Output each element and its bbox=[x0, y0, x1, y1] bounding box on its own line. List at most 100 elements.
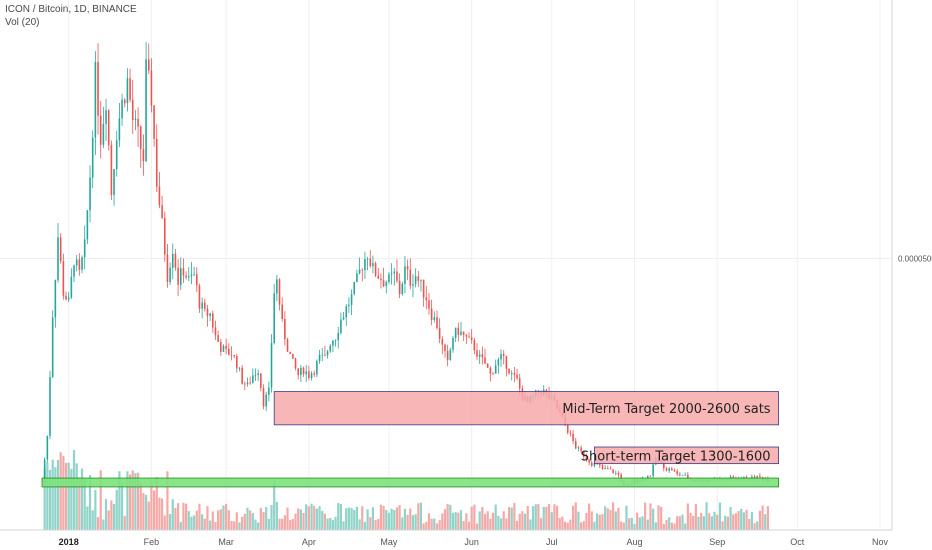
volume-bar bbox=[270, 504, 273, 530]
volume-bar bbox=[241, 516, 244, 530]
candle-body bbox=[297, 368, 300, 375]
candle-body bbox=[89, 177, 91, 211]
volume-bar bbox=[385, 509, 388, 530]
target-zones[interactable]: Mid-Term Target 2000-2600 sats Short-term… bbox=[41, 391, 779, 488]
volume-bar bbox=[209, 520, 212, 530]
x-tick-label: Sep bbox=[709, 537, 725, 547]
candle-body bbox=[169, 267, 171, 283]
volume-bar bbox=[499, 518, 503, 530]
volume-bar bbox=[630, 517, 633, 530]
volume-bar bbox=[510, 507, 513, 530]
volume-bar bbox=[334, 516, 337, 530]
candle-body bbox=[420, 279, 422, 281]
volume-bar bbox=[539, 518, 543, 530]
volume-bar bbox=[406, 514, 409, 530]
candle-body bbox=[187, 276, 190, 278]
volume-bar bbox=[748, 518, 751, 530]
candle-body bbox=[129, 78, 131, 100]
candle-body bbox=[508, 368, 510, 374]
x-tick-label: Apr bbox=[302, 537, 316, 547]
volume-bar bbox=[150, 480, 153, 530]
target-zone-box[interactable] bbox=[594, 446, 779, 465]
candle-body bbox=[326, 351, 329, 356]
volume-bar bbox=[419, 502, 423, 530]
volume-bar bbox=[622, 522, 625, 530]
volume-bar bbox=[198, 503, 201, 530]
volume-bar bbox=[657, 505, 660, 530]
candle-body bbox=[190, 274, 193, 277]
volume-bar bbox=[144, 494, 148, 530]
candle-body bbox=[510, 373, 513, 374]
volume-bar bbox=[86, 506, 89, 530]
candle-body bbox=[121, 99, 123, 119]
candle-body bbox=[102, 123, 105, 145]
candle-body bbox=[444, 344, 446, 352]
x-tick-label: May bbox=[380, 537, 398, 547]
candle-body bbox=[113, 169, 115, 195]
x-tick-label: Nov bbox=[872, 537, 889, 547]
candle-body bbox=[179, 268, 182, 285]
volume-bar bbox=[158, 497, 161, 530]
volume-bar bbox=[120, 482, 124, 530]
candle-body bbox=[364, 258, 366, 271]
support-zone-box[interactable] bbox=[41, 477, 779, 488]
volume-bar bbox=[219, 509, 222, 530]
volume-bar bbox=[534, 504, 537, 530]
volume-bar bbox=[417, 503, 420, 530]
candle-body bbox=[321, 354, 324, 356]
volume-bar bbox=[427, 513, 431, 530]
volume-bar bbox=[446, 503, 449, 530]
volume-bar bbox=[91, 510, 94, 530]
candle-body bbox=[406, 266, 409, 270]
volume-bar bbox=[345, 508, 348, 530]
candle-body bbox=[324, 354, 326, 356]
volume-bar bbox=[502, 511, 505, 530]
volume-bar bbox=[190, 516, 193, 530]
volume-bar bbox=[166, 471, 169, 530]
candle-body bbox=[484, 357, 486, 364]
candle-body bbox=[81, 257, 83, 270]
candle-body bbox=[673, 469, 676, 472]
volume-bar bbox=[318, 506, 321, 530]
volume-bar bbox=[443, 509, 447, 530]
candle-body bbox=[428, 300, 430, 309]
volume-bar bbox=[123, 515, 126, 530]
volume-bar bbox=[462, 520, 465, 530]
price-axis[interactable]: 0.00095000.00090000.00085000.00080000.00… bbox=[891, 0, 932, 530]
candle-body bbox=[369, 258, 372, 267]
time-axis[interactable]: 2018 Feb Mar Apr May Jun Jul Aug Sep Oct Nov bbox=[0, 529, 892, 547]
volume-bar bbox=[342, 521, 345, 530]
volume-bar bbox=[361, 506, 364, 530]
volume-bar bbox=[217, 510, 220, 530]
volume-bar bbox=[251, 513, 254, 530]
candle-body bbox=[193, 274, 195, 276]
volume-bar bbox=[225, 503, 228, 530]
volume-bar bbox=[633, 523, 636, 530]
candle-body bbox=[310, 373, 313, 379]
volume-bar bbox=[636, 512, 639, 530]
candle-body bbox=[430, 308, 433, 320]
volume-bar bbox=[521, 511, 524, 530]
candle-body bbox=[214, 327, 217, 336]
candle-body bbox=[436, 317, 438, 329]
volume-bar bbox=[131, 470, 134, 530]
volume-bar bbox=[294, 513, 297, 530]
candle-body bbox=[225, 345, 227, 349]
candle-body bbox=[396, 271, 398, 281]
volume-bar bbox=[425, 521, 428, 530]
candle-body bbox=[494, 365, 497, 374]
candle-body bbox=[609, 468, 612, 470]
volume-bar bbox=[441, 513, 444, 530]
volume-bar bbox=[582, 521, 585, 530]
volume-bar bbox=[321, 510, 324, 530]
volume-bar bbox=[620, 521, 623, 530]
target-zone-box[interactable] bbox=[273, 391, 779, 426]
candle-body bbox=[663, 462, 665, 469]
candle-body bbox=[155, 138, 158, 187]
volume-bar bbox=[483, 513, 487, 530]
volume-bar bbox=[72, 449, 76, 530]
x-tick-label: Aug bbox=[626, 537, 642, 547]
candle-body bbox=[46, 435, 49, 460]
candle-body bbox=[470, 337, 473, 341]
